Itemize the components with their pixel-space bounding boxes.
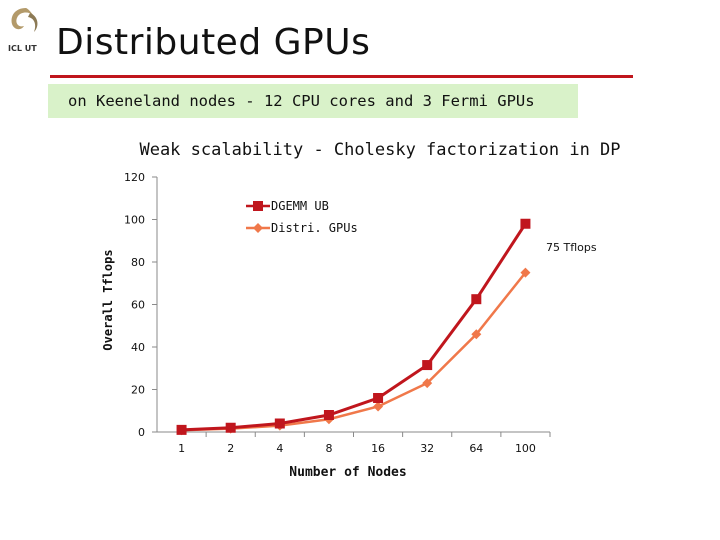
x-axis-label: Number of Nodes (289, 465, 406, 480)
y-tick-labels: 0 20 40 60 80 100 120 (124, 171, 145, 439)
data-point (422, 360, 433, 371)
subtitle-box: on Keeneland nodes - 12 CPU cores and 3 … (48, 84, 578, 118)
y-tick-label: 60 (131, 299, 145, 312)
x-tick-label: 2 (227, 442, 234, 455)
series-group (176, 218, 531, 436)
series-dgemm-ub (176, 218, 531, 435)
x-tick-label: 4 (276, 442, 283, 455)
y-tick-label: 120 (124, 171, 145, 184)
y-tick-label: 80 (131, 256, 145, 269)
data-point (373, 401, 384, 412)
x-tick-label: 32 (420, 442, 434, 455)
x-tick-label: 1 (178, 442, 185, 455)
title-rule (50, 75, 633, 78)
data-point (471, 294, 482, 305)
data-point (274, 418, 285, 429)
y-tick-label: 0 (138, 426, 145, 439)
x-tick-labels: 1 2 4 8 16 32 64 100 (178, 442, 536, 455)
data-point (225, 422, 236, 433)
data-point (323, 410, 334, 420)
y-tick-label: 20 (131, 384, 145, 397)
icl-ut-logo: ICL UT (8, 8, 38, 53)
legend-item: DGEMM UB (246, 199, 329, 213)
legend-label: Distri. GPUs (271, 221, 358, 235)
series-distri-gpus (176, 267, 531, 436)
y-tick-label: 40 (131, 341, 145, 354)
data-point (422, 378, 433, 389)
x-tick-label: 16 (371, 442, 385, 455)
series-line (181, 222, 527, 432)
logo-text: ICL UT (8, 44, 37, 53)
data-point (176, 424, 187, 435)
legend-item: Distri. GPUs (246, 221, 358, 235)
chart-legend: DGEMM UB Distri. GPUs (246, 199, 358, 235)
subtitle-text: on Keeneland nodes - 12 CPU cores and 3 … (68, 92, 535, 110)
chart-axes (152, 176, 551, 437)
x-tick-label: 64 (469, 442, 483, 455)
y-axis-label: Overall Tflops (101, 249, 115, 350)
logo-swirl-icon (11, 8, 33, 30)
y-tick-label: 100 (124, 214, 145, 227)
chart-title: Weak scalability - Cholesky factorizatio… (139, 140, 620, 160)
legend-marker (253, 223, 263, 233)
slide-title: Distributed GPUs (56, 22, 371, 63)
x-tick-label: 8 (325, 442, 332, 455)
x-tick-label: 100 (515, 442, 536, 455)
data-point (471, 329, 482, 340)
data-point (520, 267, 531, 278)
legend-label: DGEMM UB (271, 199, 329, 213)
legend-marker (253, 201, 263, 211)
annotation-75-tflops: 75 Tflops (546, 241, 597, 254)
data-point (520, 218, 531, 229)
data-point (373, 393, 384, 403)
